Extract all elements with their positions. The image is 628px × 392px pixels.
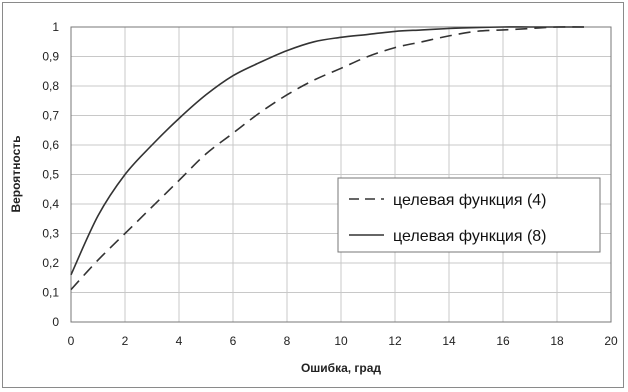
y-tick-label: 0,8 — [42, 79, 59, 93]
x-tick-label: 6 — [230, 334, 237, 348]
series-layer — [70, 26, 585, 291]
tick-labels: 0 2 4 6 8 10 12 14 16 18 20 0 0,1 0,2 0,3 0,4 0,5 0,6 0,7 0… — [42, 20, 618, 348]
x-tick-label: 12 — [388, 334, 402, 348]
x-tick-label: 2 — [122, 334, 129, 348]
plot-area — [70, 26, 612, 323]
legend-label-series-2: целевая функция (8) — [393, 228, 547, 245]
y-tick-label: 0,2 — [42, 256, 59, 270]
x-tick-label: 20 — [604, 334, 618, 348]
legend-box — [337, 177, 601, 253]
y-tick-label: 1 — [52, 20, 59, 34]
x-tick-label: 18 — [550, 334, 564, 348]
x-tick-label: 16 — [496, 334, 510, 348]
x-axis-label: Ошибка, град — [301, 361, 381, 375]
y-tick-label: 0,3 — [42, 227, 59, 241]
x-tick-label: 8 — [284, 334, 291, 348]
y-tick-label: 0,6 — [42, 138, 59, 152]
series-line-2 — [70, 26, 584, 276]
legend-label-series-1: целевая функция (4) — [393, 192, 547, 209]
x-tick-label: 4 — [176, 334, 183, 348]
grid-lines — [70, 26, 612, 323]
x-tick-label: 10 — [334, 334, 348, 348]
x-tick-label: 0 — [68, 334, 75, 348]
series-line-1 — [70, 26, 585, 291]
y-tick-label: 0,7 — [42, 109, 59, 123]
y-tick-label: 0 — [52, 315, 59, 329]
y-tick-label: 0,1 — [42, 286, 59, 300]
legend: целевая функция (4) целевая функция (8) — [337, 177, 601, 253]
x-tick-label: 14 — [442, 334, 456, 348]
y-axis-label: Вероятность — [9, 135, 23, 212]
y-tick-label: 0,4 — [42, 197, 59, 211]
y-tick-label: 0,5 — [42, 168, 59, 182]
y-tick-label: 0,9 — [42, 50, 59, 64]
